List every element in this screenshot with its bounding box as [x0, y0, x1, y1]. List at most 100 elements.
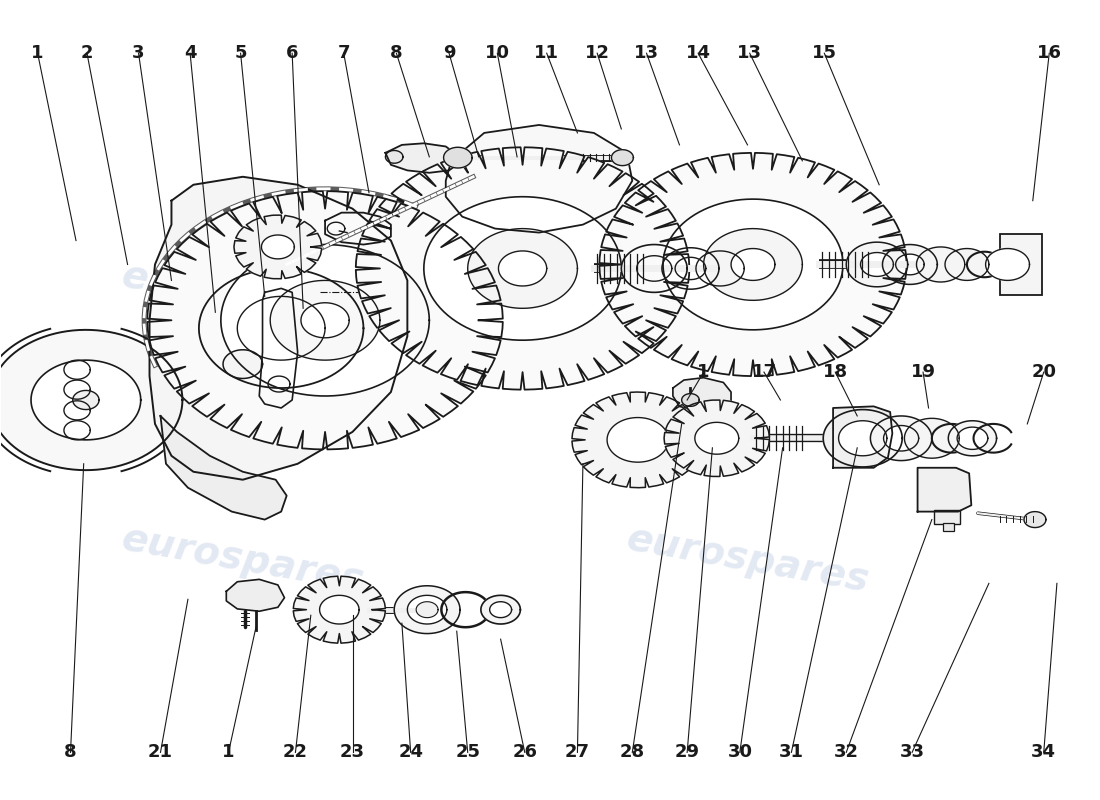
Polygon shape	[823, 410, 902, 467]
Polygon shape	[268, 376, 290, 392]
Polygon shape	[600, 153, 906, 376]
Text: 30: 30	[727, 743, 752, 762]
Text: 6: 6	[286, 44, 298, 62]
Text: 7: 7	[338, 44, 350, 62]
Polygon shape	[326, 213, 390, 245]
Polygon shape	[385, 150, 403, 163]
Polygon shape	[838, 421, 887, 456]
Text: 34: 34	[1032, 743, 1056, 762]
Polygon shape	[883, 426, 918, 451]
Text: 5: 5	[234, 44, 246, 62]
Polygon shape	[637, 256, 672, 282]
Polygon shape	[407, 595, 447, 624]
Bar	[270, 289, 300, 294]
Polygon shape	[221, 245, 429, 396]
Polygon shape	[904, 418, 959, 458]
Polygon shape	[986, 249, 1030, 281]
Polygon shape	[328, 222, 344, 235]
Polygon shape	[416, 602, 438, 618]
Text: 28: 28	[619, 743, 645, 762]
Polygon shape	[957, 427, 988, 450]
Text: 24: 24	[398, 743, 424, 762]
Text: 20: 20	[1032, 363, 1056, 381]
Text: eurospares: eurospares	[624, 519, 872, 599]
Polygon shape	[612, 150, 634, 166]
Polygon shape	[227, 579, 285, 611]
Bar	[1000, 234, 1042, 294]
Polygon shape	[663, 199, 843, 330]
Polygon shape	[223, 350, 263, 378]
Text: 21: 21	[148, 743, 173, 762]
Polygon shape	[468, 229, 578, 308]
Text: 18: 18	[823, 363, 848, 381]
Text: 13: 13	[634, 44, 659, 62]
Text: 12: 12	[585, 44, 609, 62]
Polygon shape	[662, 248, 719, 289]
Polygon shape	[675, 258, 706, 280]
Text: 17: 17	[751, 363, 777, 381]
Polygon shape	[64, 380, 90, 399]
Text: 8: 8	[390, 44, 403, 62]
Polygon shape	[238, 296, 326, 360]
Polygon shape	[704, 229, 802, 300]
Polygon shape	[621, 245, 688, 292]
Text: 10: 10	[485, 44, 509, 62]
Polygon shape	[870, 416, 932, 461]
Text: 23: 23	[340, 743, 365, 762]
Text: 22: 22	[283, 743, 308, 762]
Text: 13: 13	[737, 44, 762, 62]
Polygon shape	[31, 360, 141, 440]
Text: 2: 2	[80, 44, 94, 62]
Polygon shape	[234, 215, 321, 278]
Polygon shape	[64, 401, 90, 420]
Polygon shape	[664, 400, 769, 477]
Text: 29: 29	[674, 743, 700, 762]
Polygon shape	[73, 390, 99, 410]
Polygon shape	[607, 418, 669, 462]
Polygon shape	[161, 416, 287, 519]
Polygon shape	[150, 177, 407, 480]
Bar	[280, 288, 289, 292]
Text: 14: 14	[685, 44, 711, 62]
Polygon shape	[0, 330, 183, 470]
Polygon shape	[481, 595, 520, 624]
Text: 25: 25	[455, 743, 481, 762]
Polygon shape	[385, 143, 456, 173]
Polygon shape	[846, 242, 907, 286]
Polygon shape	[64, 360, 90, 379]
Text: eurospares: eurospares	[624, 256, 872, 337]
Polygon shape	[443, 147, 472, 168]
Polygon shape	[262, 235, 295, 259]
Text: eurospares: eurospares	[119, 256, 367, 337]
Text: 8: 8	[64, 743, 77, 762]
Polygon shape	[424, 197, 622, 340]
Polygon shape	[64, 421, 90, 440]
Polygon shape	[1024, 512, 1046, 527]
Text: 19: 19	[911, 363, 936, 381]
Polygon shape	[732, 249, 774, 281]
Polygon shape	[916, 247, 965, 282]
Polygon shape	[271, 281, 380, 360]
Text: 9: 9	[443, 44, 455, 62]
Text: 32: 32	[834, 743, 859, 762]
Polygon shape	[147, 191, 503, 450]
Text: 33: 33	[900, 743, 925, 762]
Polygon shape	[682, 394, 700, 406]
Polygon shape	[860, 253, 893, 277]
Polygon shape	[301, 302, 349, 338]
Polygon shape	[199, 269, 363, 388]
Polygon shape	[948, 421, 997, 456]
Text: 27: 27	[565, 743, 590, 762]
Text: 1: 1	[31, 44, 44, 62]
Text: 3: 3	[132, 44, 145, 62]
Polygon shape	[882, 245, 937, 285]
Polygon shape	[696, 251, 745, 286]
Polygon shape	[394, 586, 460, 634]
Polygon shape	[355, 147, 690, 390]
Polygon shape	[572, 392, 704, 488]
Polygon shape	[294, 576, 385, 643]
Bar	[943, 522, 954, 530]
Polygon shape	[260, 288, 298, 408]
Text: 26: 26	[513, 743, 537, 762]
Text: 15: 15	[812, 44, 837, 62]
